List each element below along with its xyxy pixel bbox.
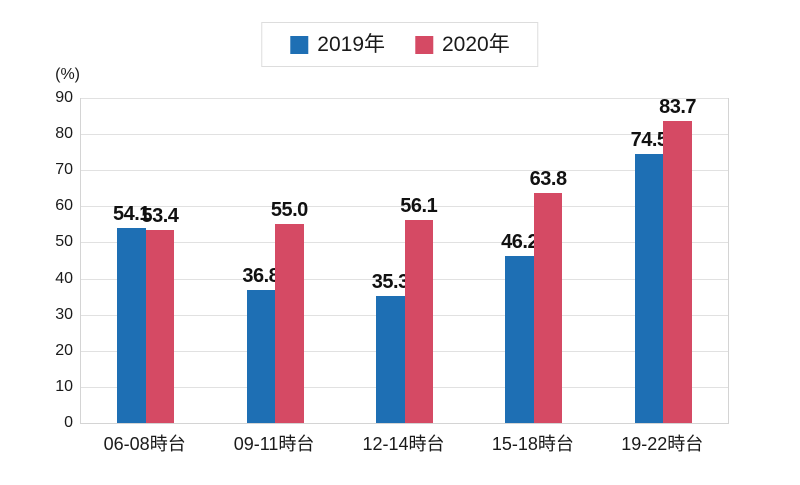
y-tick-label: 40 bbox=[55, 269, 73, 287]
gridline bbox=[81, 170, 728, 172]
bar bbox=[634, 153, 664, 423]
y-tick-label: 60 bbox=[55, 197, 73, 215]
bar-value-label: 55.0 bbox=[270, 199, 308, 222]
bar-value-label: 56.1 bbox=[400, 195, 438, 218]
y-tick-label: 20 bbox=[55, 341, 73, 359]
legend-item: 2020年 bbox=[415, 34, 510, 55]
legend: 2019年 2020年 bbox=[261, 22, 539, 67]
bar-value-label: 54.1 bbox=[112, 202, 150, 225]
y-tick-label: 0 bbox=[64, 414, 73, 431]
bar-value-label: 35.3 bbox=[371, 270, 409, 293]
gridline bbox=[81, 98, 728, 99]
y-tick-label: 50 bbox=[55, 233, 73, 251]
y-tick-label: 90 bbox=[55, 89, 73, 106]
bar-value-label: 36.8 bbox=[242, 265, 280, 288]
legend-label: 2020年 bbox=[442, 33, 510, 56]
bar bbox=[404, 220, 433, 423]
x-tick-label: 19-22時台 bbox=[621, 434, 704, 454]
bar-value-label: 83.7 bbox=[659, 95, 697, 118]
legend-label: 2019年 bbox=[317, 33, 385, 56]
bar-value-label: 46.2 bbox=[501, 231, 539, 254]
y-axis-unit-label: (%) bbox=[55, 66, 80, 83]
legend-swatch bbox=[415, 35, 433, 54]
y-tick-label: 10 bbox=[55, 377, 73, 395]
bar bbox=[505, 256, 534, 423]
gridline bbox=[81, 206, 728, 208]
bar-value-label: 53.4 bbox=[141, 205, 179, 228]
bar bbox=[145, 230, 175, 423]
bar bbox=[376, 295, 405, 423]
bar-value-label: 63.8 bbox=[529, 167, 567, 190]
x-tick-label: 09-11時台 bbox=[233, 434, 315, 454]
bar bbox=[275, 224, 304, 423]
x-tick-label: 15-18時台 bbox=[491, 434, 574, 454]
plot-area: 54.1 53.4 36.8 55.0 35.3 56.1 46.2 63.8 74.5 83.7 bbox=[80, 95, 729, 424]
x-tick-label: 12-14時台 bbox=[362, 434, 445, 454]
bar bbox=[117, 227, 146, 423]
legend-swatch bbox=[290, 35, 309, 54]
x-tick-label: 06-08時台 bbox=[103, 434, 186, 454]
y-tick-label: 80 bbox=[55, 125, 73, 143]
legend-item: 2019年 bbox=[290, 34, 385, 55]
y-tick-label: 70 bbox=[55, 161, 73, 179]
bar-value-label: 74.5 bbox=[630, 128, 668, 151]
gridline bbox=[81, 134, 728, 136]
bar bbox=[533, 192, 563, 423]
bar bbox=[246, 290, 276, 423]
bar bbox=[663, 120, 692, 423]
y-tick-label: 30 bbox=[55, 305, 73, 323]
